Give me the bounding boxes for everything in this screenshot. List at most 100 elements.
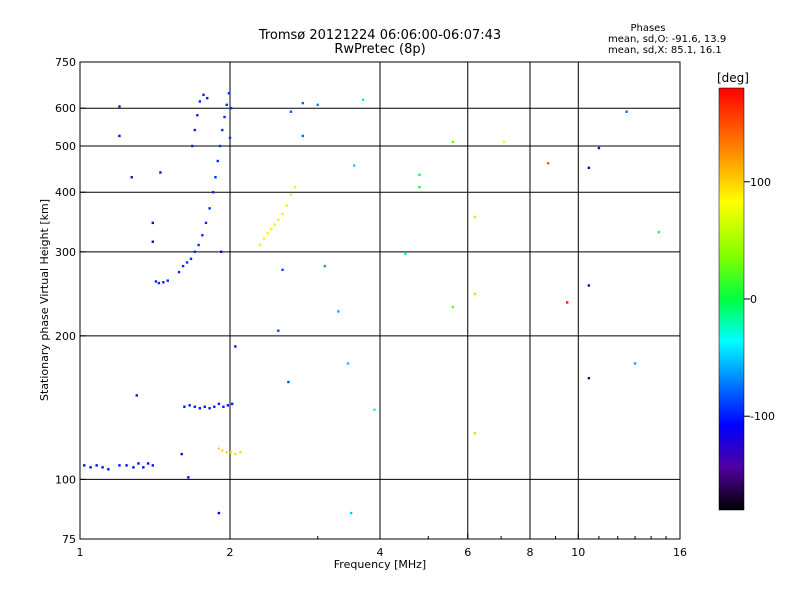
data-point — [154, 280, 158, 283]
y-axis-label: Stationary phase Virtual Height [km] — [38, 199, 51, 401]
data-point — [204, 221, 208, 225]
y-tick-label: 200 — [55, 330, 76, 343]
data-point — [218, 144, 222, 148]
data-point — [346, 362, 350, 365]
data-point — [89, 466, 92, 469]
phase-info: Phases mean, sd,O: -91.6, 13.9 mean, sd,… — [608, 23, 726, 56]
x-axis-label: Frequency [MHz] — [334, 558, 426, 571]
y-tick-label: 600 — [55, 102, 76, 115]
phase-info-heading: Phases — [630, 23, 665, 34]
data-point — [349, 511, 353, 515]
data-point — [657, 230, 660, 234]
data-point — [287, 380, 290, 384]
data-point — [219, 250, 223, 254]
data-point — [221, 128, 224, 132]
chart-title: Tromsø 20121224 06:06:00-06:07:43 — [258, 28, 501, 43]
data-point — [270, 227, 273, 231]
data-point — [183, 405, 186, 408]
chart-subtitle: RwPretec (8p) — [334, 42, 425, 57]
data-point — [118, 105, 121, 108]
data-point — [273, 223, 276, 226]
data-point — [197, 243, 200, 247]
data-point — [159, 171, 162, 174]
data-point — [151, 240, 155, 243]
data-point — [451, 140, 455, 144]
data-point — [146, 462, 150, 465]
data-point — [373, 408, 376, 411]
data-point — [352, 164, 356, 167]
y-tick-label: 750 — [55, 56, 76, 69]
data-point — [151, 464, 155, 467]
data-point — [301, 101, 305, 105]
data-point — [418, 185, 421, 189]
phase-info-o: mean, sd,O: -91.6, 13.9 — [608, 34, 726, 45]
data-points — [83, 92, 660, 515]
data-point — [107, 468, 110, 471]
data-point — [226, 404, 230, 407]
data-point — [229, 107, 233, 110]
data-point — [201, 234, 204, 237]
data-point — [130, 176, 133, 179]
data-point — [135, 394, 138, 397]
data-point — [301, 134, 305, 138]
data-point — [118, 464, 121, 467]
data-point — [181, 264, 185, 268]
data-point — [502, 140, 506, 144]
x-tick-label: 2 — [227, 546, 234, 559]
data-point — [198, 407, 202, 410]
data-point — [187, 476, 190, 479]
y-tick-label: 100 — [55, 473, 76, 486]
data-point — [211, 191, 215, 194]
y-tick-label: 400 — [55, 186, 76, 199]
data-point — [193, 250, 197, 254]
data-point — [101, 466, 104, 469]
data-point — [227, 92, 231, 95]
x-tick-label: 16 — [673, 546, 687, 559]
data-point — [281, 212, 284, 216]
data-point — [234, 345, 237, 348]
data-point — [587, 166, 591, 170]
data-point — [132, 466, 135, 469]
data-point — [217, 402, 221, 406]
data-point — [404, 252, 407, 256]
data-point — [191, 144, 194, 148]
data-point — [137, 462, 140, 465]
x-tick-label: 10 — [571, 546, 585, 559]
data-point — [289, 110, 293, 113]
data-point — [230, 402, 234, 406]
gridlines — [80, 62, 680, 539]
data-point — [217, 447, 221, 450]
data-point — [625, 110, 628, 113]
data-point — [214, 176, 217, 179]
data-point — [198, 100, 202, 103]
data-point — [196, 114, 199, 117]
data-point — [316, 103, 319, 107]
data-point — [546, 162, 550, 165]
data-point — [142, 466, 145, 469]
data-point — [180, 452, 183, 456]
colorbar-label: [deg] — [717, 71, 749, 85]
data-point — [208, 207, 211, 210]
data-point — [213, 405, 216, 408]
data-point — [189, 257, 193, 261]
data-point — [151, 221, 155, 225]
data-point — [323, 264, 327, 268]
data-point — [633, 362, 637, 365]
data-point — [193, 128, 197, 132]
data-point — [234, 452, 237, 456]
colorbar-tick-label: 0 — [750, 293, 757, 306]
data-point — [451, 305, 455, 309]
colorbar-ticks: 100 0 -100 — [744, 176, 775, 423]
data-point — [193, 405, 197, 408]
data-point — [202, 93, 205, 97]
x-tick-label: 1 — [77, 546, 84, 559]
phase-info-x: mean, sd,X: 85.1, 16.1 — [608, 45, 722, 56]
data-point — [281, 268, 284, 272]
data-point — [157, 281, 161, 285]
data-point — [216, 159, 219, 163]
data-point — [239, 451, 242, 454]
plot-area: 1 2 4 6 8 10 16 75 100 200 300 400 500 600 750 — [55, 56, 687, 559]
data-point — [597, 146, 601, 150]
y-axis-ticks: 75 100 200 300 400 500 600 750 — [55, 56, 86, 546]
